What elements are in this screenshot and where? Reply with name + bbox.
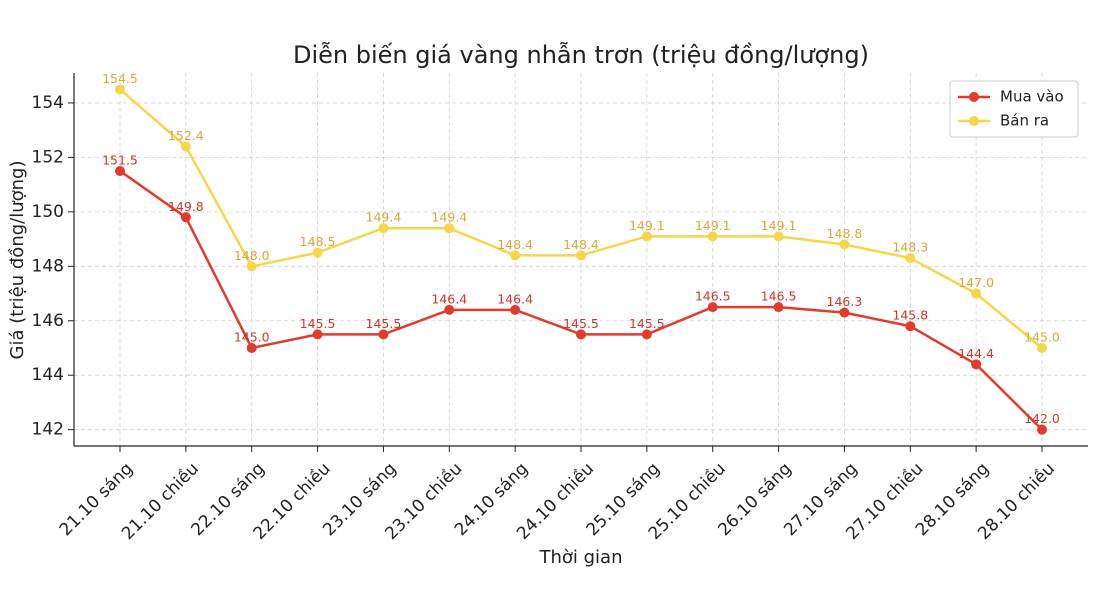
data-point xyxy=(576,329,586,340)
y-tick-label: 144 xyxy=(32,365,64,385)
data-label: 149.1 xyxy=(629,218,665,233)
data-label: 145.5 xyxy=(300,316,336,331)
legend-label: Bán ra xyxy=(1000,112,1049,130)
data-point xyxy=(510,304,521,315)
data-label: 146.4 xyxy=(497,291,533,306)
data-label: 149.4 xyxy=(431,210,467,225)
data-point xyxy=(312,329,323,340)
data-point xyxy=(1037,424,1047,435)
data-point xyxy=(378,329,389,340)
data-label: 145.5 xyxy=(629,316,665,331)
data-point xyxy=(180,212,191,223)
data-point xyxy=(641,231,652,242)
data-point xyxy=(707,231,718,242)
data-point xyxy=(707,302,718,313)
data-label: 145.5 xyxy=(366,316,402,331)
data-label: 146.5 xyxy=(761,289,797,304)
data-point xyxy=(773,302,784,313)
legend-marker xyxy=(969,116,979,126)
data-point xyxy=(971,288,982,299)
x-axis-label: Thời gian xyxy=(538,547,622,568)
data-label: 148.3 xyxy=(892,240,928,255)
data-point xyxy=(905,253,916,264)
data-label: 145.0 xyxy=(234,329,270,344)
data-point xyxy=(444,304,455,315)
data-label: 152.4 xyxy=(168,128,204,143)
data-label: 142.0 xyxy=(1024,411,1060,426)
data-point xyxy=(312,247,323,258)
data-label: 148.0 xyxy=(234,248,270,263)
data-label: 145.5 xyxy=(563,316,599,331)
legend-marker xyxy=(969,92,979,102)
data-label: 148.5 xyxy=(300,234,336,249)
data-label: 148.4 xyxy=(563,237,599,252)
data-point xyxy=(971,359,982,370)
data-point xyxy=(773,231,784,242)
data-label: 145.0 xyxy=(1024,329,1060,344)
data-label: 149.8 xyxy=(168,199,204,214)
legend-label: Mua vào xyxy=(1000,88,1064,106)
data-point xyxy=(510,250,521,261)
data-point xyxy=(641,329,652,340)
data-label: 144.4 xyxy=(958,346,994,361)
data-point xyxy=(1037,342,1047,353)
data-label: 154.5 xyxy=(102,71,138,86)
data-point xyxy=(378,223,389,234)
data-label: 149.1 xyxy=(761,218,797,233)
data-label: 146.5 xyxy=(695,289,731,304)
data-point xyxy=(839,307,850,318)
data-point xyxy=(180,141,191,152)
data-label: 146.3 xyxy=(827,294,863,309)
data-label: 146.4 xyxy=(431,291,467,306)
data-point xyxy=(905,321,916,332)
y-tick-label: 148 xyxy=(32,256,64,276)
data-point xyxy=(246,261,257,272)
data-point xyxy=(246,342,257,353)
chart-title: Diễn biến giá vàng nhẫn trơn (triệu đồng… xyxy=(293,40,869,69)
data-label: 149.4 xyxy=(366,210,402,225)
y-tick-label: 154 xyxy=(32,93,64,113)
data-label: 151.5 xyxy=(102,153,138,168)
data-point xyxy=(115,84,125,95)
data-label: 148.8 xyxy=(827,226,863,241)
data-point xyxy=(839,239,850,250)
data-point xyxy=(576,250,586,261)
data-label: 149.1 xyxy=(695,218,731,233)
legend-box xyxy=(949,80,1079,138)
y-tick-label: 150 xyxy=(32,202,64,222)
y-tick-label: 152 xyxy=(32,147,64,167)
data-point xyxy=(115,166,125,177)
y-tick-label: 142 xyxy=(32,420,64,440)
data-point xyxy=(444,223,455,234)
y-axis-label: Giá (triệu đồng/lượng) xyxy=(7,160,28,359)
data-label: 147.0 xyxy=(958,275,994,290)
data-label: 148.4 xyxy=(497,237,533,252)
y-tick-label: 146 xyxy=(32,311,64,331)
data-label: 145.8 xyxy=(892,308,928,323)
